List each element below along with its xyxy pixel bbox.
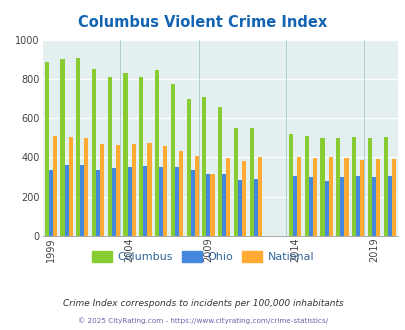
Bar [328, 157, 332, 236]
Bar [163, 146, 167, 236]
Bar [292, 176, 296, 236]
Bar [179, 150, 183, 236]
Bar [351, 137, 355, 236]
Bar [241, 161, 245, 236]
Bar [296, 157, 301, 236]
Bar [159, 167, 163, 236]
Bar [304, 136, 308, 236]
Bar [257, 157, 261, 236]
Bar [131, 144, 135, 236]
Bar [210, 174, 214, 236]
Bar [383, 137, 387, 236]
Bar [226, 158, 230, 236]
Bar [175, 167, 179, 236]
Bar [222, 174, 226, 236]
Bar [217, 107, 222, 236]
Text: Columbus Violent Crime Index: Columbus Violent Crime Index [78, 15, 327, 30]
Bar [206, 174, 210, 236]
Bar [308, 178, 312, 236]
Bar [343, 158, 347, 236]
Legend: Columbus, Ohio, National: Columbus, Ohio, National [87, 247, 318, 267]
Bar [53, 136, 57, 236]
Bar [155, 70, 159, 236]
Bar [355, 176, 359, 236]
Bar [49, 170, 53, 236]
Bar [123, 73, 127, 236]
Bar [92, 69, 96, 236]
Bar [359, 160, 363, 236]
Bar [116, 145, 120, 236]
Bar [371, 177, 375, 236]
Bar [64, 165, 68, 236]
Bar [107, 77, 111, 236]
Bar [249, 128, 253, 236]
Bar [375, 159, 379, 236]
Bar [127, 167, 131, 236]
Bar [80, 165, 84, 236]
Bar [139, 77, 143, 236]
Bar [391, 159, 395, 236]
Bar [194, 156, 198, 236]
Bar [96, 170, 100, 236]
Bar [190, 170, 194, 236]
Bar [288, 134, 292, 236]
Bar [171, 84, 175, 236]
Bar [111, 168, 116, 236]
Text: © 2025 CityRating.com - https://www.cityrating.com/crime-statistics/: © 2025 CityRating.com - https://www.city… [78, 317, 327, 324]
Bar [84, 138, 88, 236]
Bar [312, 158, 316, 236]
Bar [233, 128, 237, 236]
Bar [253, 179, 257, 236]
Bar [186, 99, 190, 236]
Text: Crime Index corresponds to incidents per 100,000 inhabitants: Crime Index corresponds to incidents per… [62, 299, 343, 308]
Bar [60, 59, 64, 236]
Bar [339, 178, 343, 236]
Bar [147, 143, 151, 236]
Bar [320, 138, 324, 236]
Bar [45, 62, 49, 236]
Bar [387, 176, 391, 236]
Bar [68, 137, 72, 236]
Bar [324, 181, 328, 236]
Bar [367, 138, 371, 236]
Bar [143, 166, 147, 236]
Bar [100, 144, 104, 236]
Bar [335, 138, 339, 236]
Bar [202, 97, 206, 236]
Bar [76, 58, 80, 236]
Bar [237, 180, 241, 236]
